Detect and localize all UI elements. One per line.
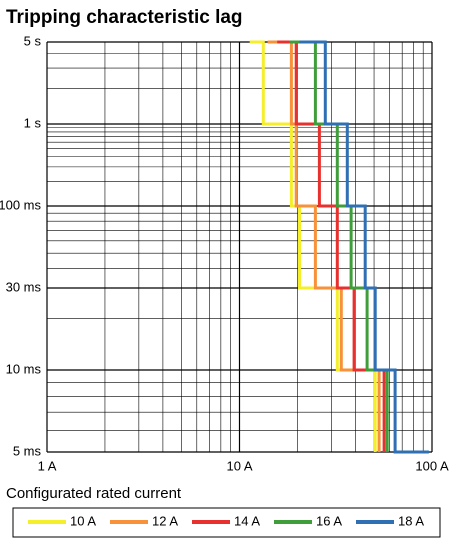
legend-label: 16 A xyxy=(316,513,342,528)
series-line xyxy=(249,40,377,452)
legend-label: 12 A xyxy=(152,513,178,528)
y-tick-label: 5 ms xyxy=(13,443,42,458)
legend-label: 18 A xyxy=(398,513,424,528)
y-tick-label: 1 s xyxy=(24,115,42,130)
series-line xyxy=(267,40,381,452)
y-tick-label: 5 s xyxy=(24,33,42,48)
series-line xyxy=(277,40,386,452)
y-tick-label: 10 ms xyxy=(6,361,42,376)
series-line xyxy=(299,40,429,454)
legend-label: 10 A xyxy=(70,513,96,528)
chart-title: Tripping characteristic lag xyxy=(6,7,243,28)
y-tick-label: 30 ms xyxy=(6,279,42,294)
legend-title: Configurated rated current xyxy=(6,485,182,502)
x-tick-label: 10 A xyxy=(226,458,252,473)
x-tick-label: 100 A xyxy=(415,458,449,473)
x-tick-label: 1 A xyxy=(38,458,57,473)
y-tick-label: 100 ms xyxy=(0,197,41,212)
legend-label: 14 A xyxy=(234,513,260,528)
legend-box xyxy=(12,507,441,538)
